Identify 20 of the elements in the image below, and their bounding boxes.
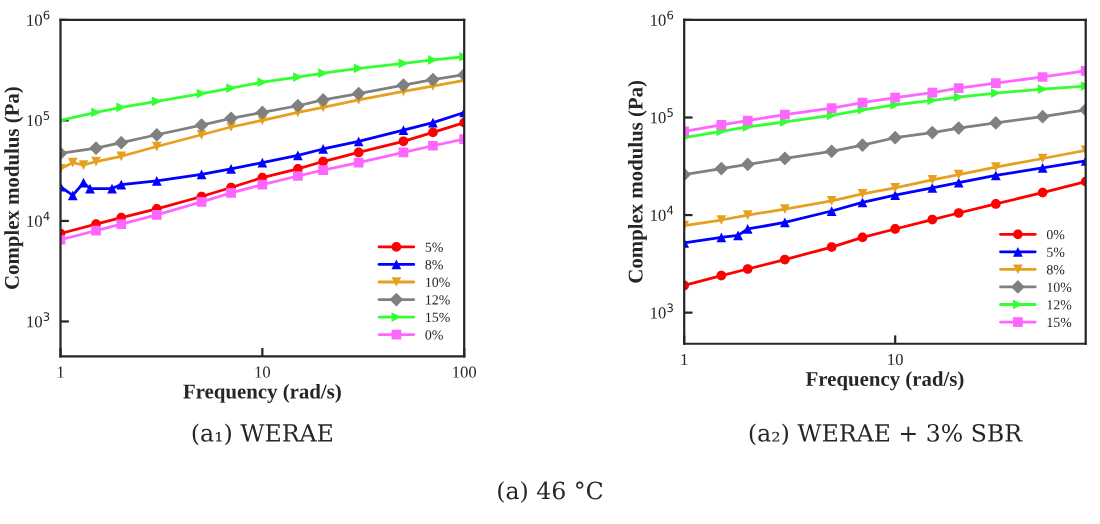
x-tick-label: 10 — [888, 353, 903, 366]
text: (a) 46 °C — [498, 481, 603, 503]
x-tick-label: 100 — [453, 366, 477, 378]
y-tick-label: 10$^{5}$ — [651, 108, 673, 124]
y-tick-label: 10$^{4}$ — [651, 205, 674, 221]
text: (a₂) WERAE + 3% SBR — [749, 423, 1023, 446]
y-axis-title: Complex modulus (Pa) — [4, 87, 24, 289]
x-tick-label: 10 — [255, 366, 271, 378]
y-tick-label: 10$^{4}$ — [27, 211, 50, 227]
y-tick-label: 10$^{6}$ — [651, 10, 674, 26]
y-tick-label: 10$^{6}$ — [27, 10, 50, 26]
x-axis-title: Frequency (rad/s) — [183, 383, 341, 403]
y-tick-label: 10$^{3}$ — [27, 312, 50, 328]
text: (a₁) WERAE — [192, 423, 332, 446]
x-tick-label: 1 — [57, 366, 64, 378]
x-axis-title: Frequency (rad/s) — [805, 371, 964, 391]
x-tick-label: 1 — [681, 354, 688, 366]
y-axis-title: Complex modulus (Pa) — [627, 80, 647, 283]
y-tick-label: 10$^{5}$ — [27, 111, 50, 127]
y-tick-label: 10$^{3}$ — [651, 303, 673, 319]
